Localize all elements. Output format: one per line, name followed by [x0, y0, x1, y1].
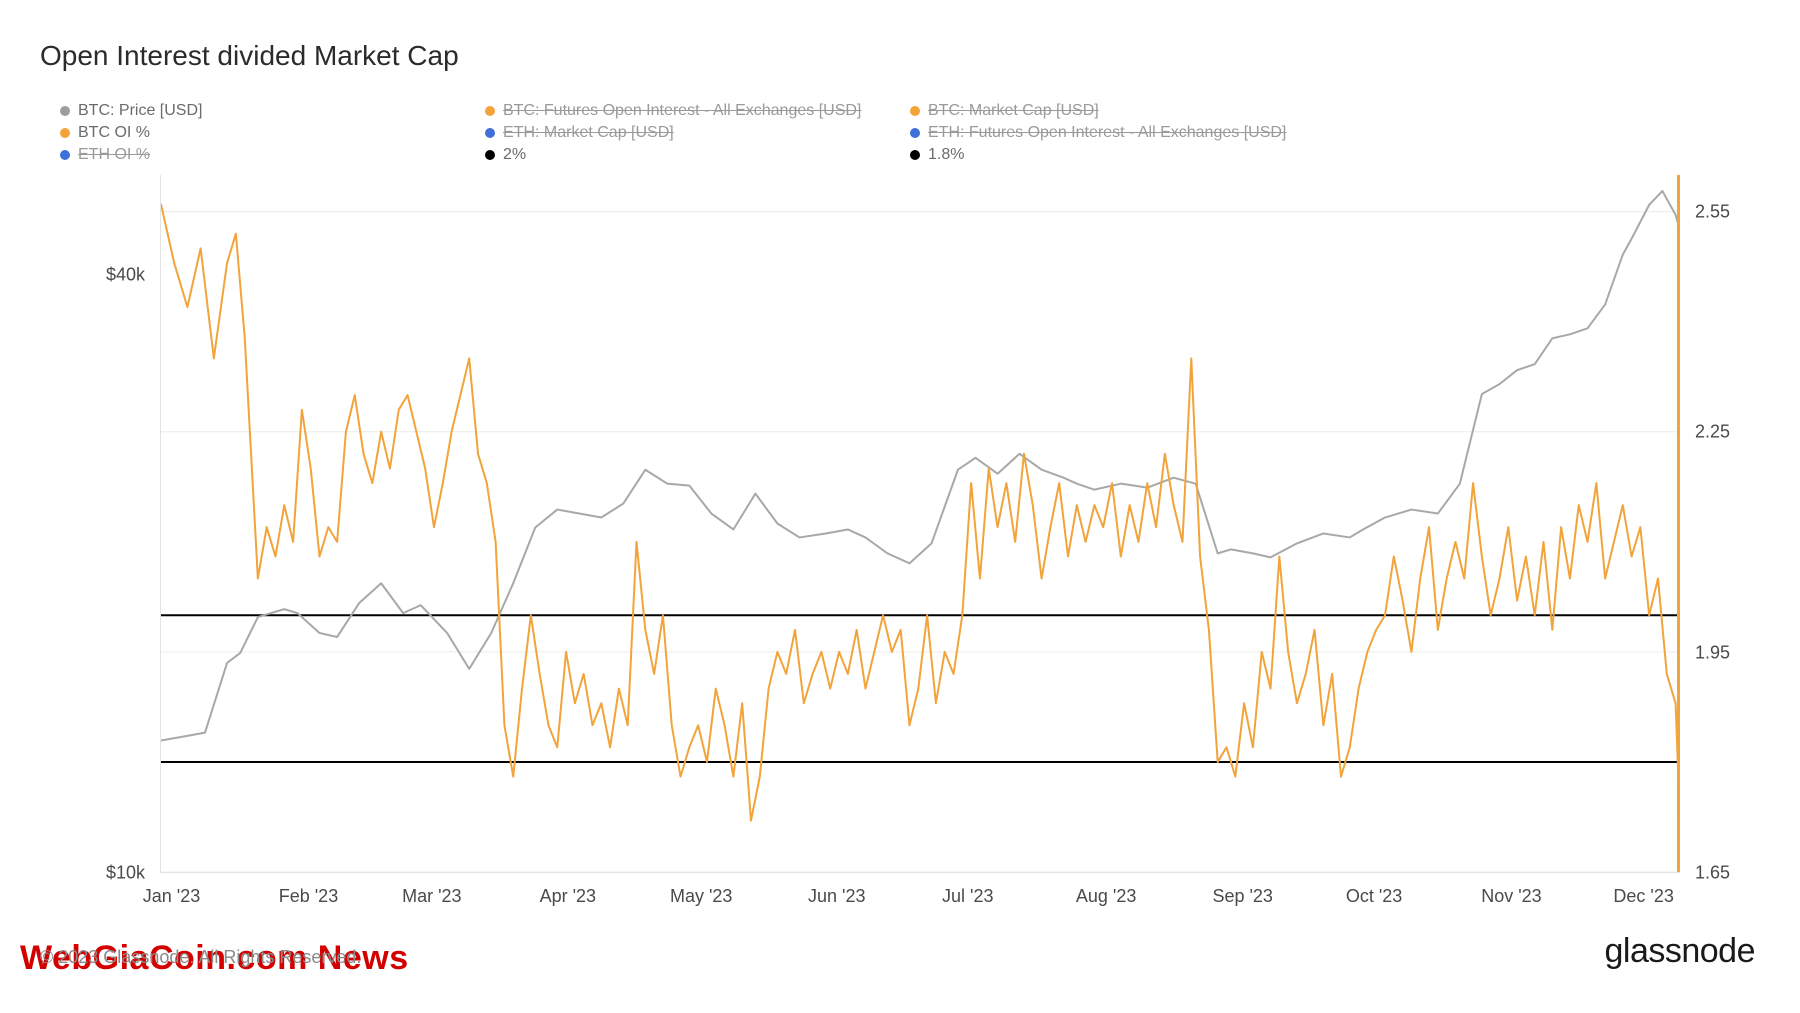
x-tick-label: Jul '23 — [942, 886, 993, 907]
y-right-tick-label: 2.55 — [1695, 201, 1730, 222]
x-tick-label: Sep '23 — [1212, 886, 1273, 907]
x-tick-label: Dec '23 — [1613, 886, 1673, 907]
legend-dot — [485, 106, 495, 116]
legend-dot — [910, 128, 920, 138]
legend-label: BTC: Market Cap [USD] — [928, 102, 1099, 120]
legend-item[interactable]: 2% — [485, 144, 910, 166]
plot-region — [160, 175, 1680, 873]
legend: BTC: Price [USD] BTC: Futures Open Intere… — [60, 100, 1760, 166]
chart-svg — [161, 175, 1680, 872]
legend-item[interactable]: 1.8% — [910, 144, 1335, 166]
legend-label: 2% — [503, 146, 526, 164]
legend-item[interactable]: ETH: Futures Open Interest - All Exchang… — [910, 122, 1335, 144]
y-left-tick-label: $10k — [106, 863, 145, 884]
legend-item[interactable]: BTC: Market Cap [USD] — [910, 100, 1335, 122]
legend-label: ETH: Market Cap [USD] — [503, 124, 674, 142]
brand-logo: glassnode — [1604, 932, 1755, 971]
y-axis-right: 1.651.952.252.55 — [1685, 175, 1760, 873]
x-tick-label: Feb '23 — [279, 886, 338, 907]
chart-title: Open Interest divided Market Cap — [40, 40, 1760, 72]
x-tick-label: Mar '23 — [402, 886, 461, 907]
legend-dot — [60, 128, 70, 138]
x-tick-label: Jun '23 — [808, 886, 865, 907]
legend-dot — [910, 106, 920, 116]
x-tick-label: Jan '23 — [143, 886, 200, 907]
legend-label: ETH OI % — [78, 146, 150, 164]
legend-label: BTC OI % — [78, 124, 150, 142]
x-tick-label: May '23 — [670, 886, 732, 907]
legend-dot — [485, 150, 495, 160]
legend-item[interactable]: BTC: Futures Open Interest - All Exchang… — [485, 100, 910, 122]
x-tick-label: Apr '23 — [540, 886, 596, 907]
legend-dot — [485, 128, 495, 138]
chart-area: BTC: Price [USD] BTC: Futures Open Intere… — [60, 100, 1760, 913]
legend-label: ETH: Futures Open Interest - All Exchang… — [928, 124, 1286, 142]
y-right-tick-label: 1.65 — [1695, 863, 1730, 884]
legend-dot — [60, 150, 70, 160]
legend-label: BTC: Futures Open Interest - All Exchang… — [503, 102, 861, 120]
x-axis: Jan '23Feb '23Mar '23Apr '23May '23Jun '… — [160, 878, 1680, 913]
x-tick-label: Aug '23 — [1076, 886, 1137, 907]
y-left-tick-label: $40k — [106, 264, 145, 285]
y-axis-left: $10k$40k — [60, 175, 155, 873]
legend-item[interactable]: ETH: Market Cap [USD] — [485, 122, 910, 144]
y-right-tick-label: 1.95 — [1695, 642, 1730, 663]
legend-item[interactable]: BTC: Price [USD] — [60, 100, 485, 122]
legend-item[interactable]: BTC OI % — [60, 122, 485, 144]
copyright-text: © 2023 Glassnode. All Rights Reserved. — [40, 947, 361, 968]
x-tick-label: Oct '23 — [1346, 886, 1402, 907]
legend-dot — [910, 150, 920, 160]
legend-label: BTC: Price [USD] — [78, 102, 202, 120]
legend-item[interactable]: ETH OI % — [60, 144, 485, 166]
x-tick-label: Nov '23 — [1481, 886, 1541, 907]
legend-dot — [60, 106, 70, 116]
y-right-tick-label: 2.25 — [1695, 422, 1730, 443]
legend-label: 1.8% — [928, 146, 964, 164]
